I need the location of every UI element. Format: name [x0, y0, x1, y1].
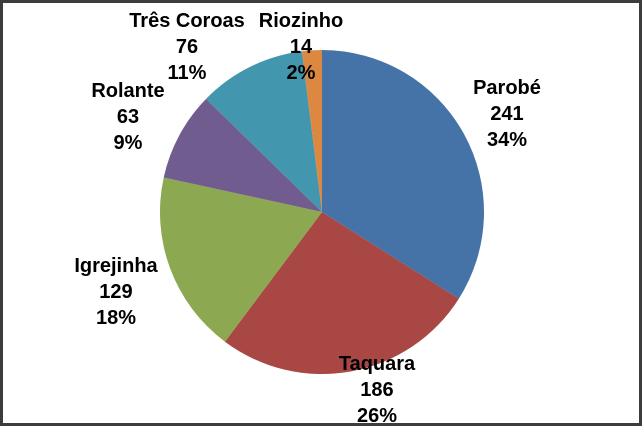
slice-value: 76	[175, 36, 199, 58]
slice-label-parobe: Parobé 241 34%	[473, 75, 541, 153]
slice-value: 186	[360, 379, 394, 401]
slice-name: Rolante	[91, 80, 165, 102]
slice-percent: 34%	[486, 129, 528, 151]
slice-value: 14	[289, 36, 313, 58]
pie-slice-0	[322, 50, 485, 299]
slice-label-igrejinha: Igrejinha 129 18%	[74, 253, 157, 331]
slice-percent: 18%	[95, 307, 137, 329]
slice-value: 129	[99, 281, 133, 303]
slice-name: Igrejinha	[74, 255, 158, 277]
slice-percent: 2%	[286, 62, 316, 84]
pie-chart	[160, 50, 485, 375]
slice-name: Três Coroas	[129, 10, 245, 32]
pie-slice-1	[224, 212, 459, 375]
pie-slice-5	[301, 50, 322, 212]
slice-label-tres-coroas: Três Coroas 76 11%	[129, 8, 245, 86]
pie-slice-2	[160, 177, 322, 342]
slice-percent: 9%	[113, 132, 143, 154]
slice-label-taquara: Taquara 186 26%	[338, 351, 416, 426]
slice-value: 241	[490, 103, 524, 125]
slice-name: Parobé	[473, 77, 541, 99]
slice-label-riozinho: Riozinho 14 2%	[259, 8, 343, 86]
slice-percent: 11%	[167, 62, 207, 84]
slice-name: Riozinho	[258, 10, 344, 32]
slice-name: Taquara	[338, 353, 416, 375]
slice-label-rolante: Rolante 63 9%	[91, 78, 164, 156]
pie-slice-3	[163, 98, 322, 212]
slice-percent: 26%	[356, 405, 398, 426]
pie-slice-4	[206, 51, 322, 212]
slice-value: 63	[116, 106, 140, 128]
